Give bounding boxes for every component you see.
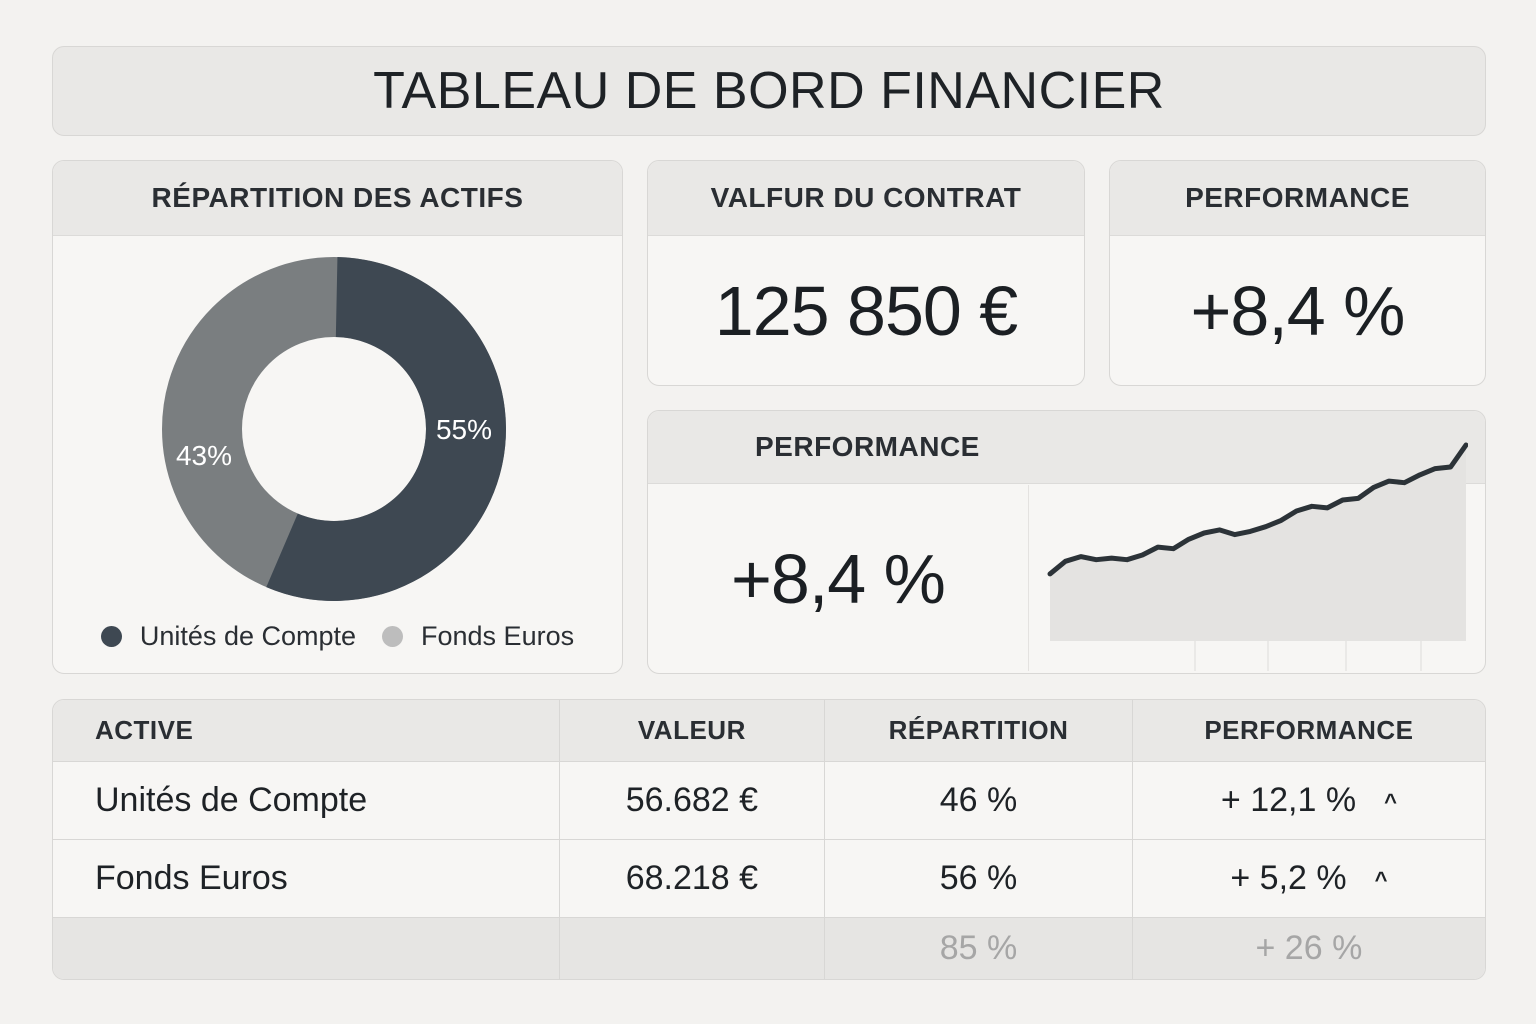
table-header-row: ACTIVE VALEUR RÉPARTITION PERFORMANCE bbox=[53, 700, 1485, 762]
performance-chart-card: PERFORMANCE +8,4 % bbox=[647, 410, 1486, 674]
col-header-performance[interactable]: PERFORMANCE bbox=[1131, 700, 1485, 762]
legend-label-fonds: Fonds Euros bbox=[421, 621, 575, 651]
legend-label-unites: Unités de Compte bbox=[139, 621, 357, 651]
title-bar: TABLEAU DE BORD FINANCIER bbox=[52, 46, 1486, 136]
total-name bbox=[53, 916, 560, 979]
cell-value: 68.218 € bbox=[558, 838, 825, 917]
cell-name: Unités de Compte bbox=[53, 760, 560, 839]
page-title: TABLEAU DE BORD FINANCIER bbox=[373, 62, 1165, 120]
table-total-row: 85 % + 26 % bbox=[53, 916, 1485, 979]
trend-up-icon: ^ bbox=[1374, 866, 1388, 892]
performance-card-value: +8,4 % bbox=[1190, 271, 1406, 350]
cell-performance-value: + 12,1 % bbox=[1220, 780, 1357, 819]
performance-chart-header: PERFORMANCE bbox=[648, 411, 1485, 484]
cell-performance-value: + 5,2 % bbox=[1230, 858, 1347, 897]
chart-line bbox=[1047, 442, 1468, 577]
legend-item-unites: Unités de Compte bbox=[100, 621, 357, 652]
performance-card: PERFORMANCE +8,4 % bbox=[1109, 160, 1486, 386]
performance-chart-value: +8,4 % bbox=[731, 539, 946, 618]
legend-dot-fonds bbox=[382, 626, 404, 647]
cell-share: 56 % bbox=[824, 838, 1133, 917]
trend-up-icon: ^ bbox=[1384, 788, 1397, 814]
donut-label-55: 55% bbox=[436, 414, 492, 445]
cell-name: Fonds Euros bbox=[53, 838, 560, 917]
chart-area bbox=[1050, 445, 1466, 641]
performance-card-header: PERFORMANCE bbox=[1110, 161, 1485, 236]
contract-value-header: VALFUR DU CONTRAT bbox=[648, 161, 1084, 236]
table-row[interactable]: Fonds Euros 68.218 € 56 % + 5,2 % ^ bbox=[53, 838, 1485, 917]
total-value bbox=[558, 916, 825, 979]
cell-share: 46 % bbox=[824, 760, 1133, 839]
cell-value: 56.682 € bbox=[558, 760, 825, 839]
col-header-active[interactable]: ACTIVE bbox=[53, 700, 560, 762]
total-performance: + 26 % bbox=[1131, 916, 1485, 979]
legend-dot-unites bbox=[100, 626, 122, 647]
cell-performance: + 12,1 % ^ bbox=[1131, 760, 1485, 839]
col-header-valeur[interactable]: VALEUR bbox=[558, 700, 825, 762]
col-header-repartition[interactable]: RÉPARTITION bbox=[824, 700, 1133, 762]
allocation-donut-chart: 55% 43% bbox=[162, 257, 507, 601]
legend-item-fonds: Fonds Euros bbox=[382, 621, 574, 652]
cell-performance: + 5,2 % ^ bbox=[1131, 838, 1485, 917]
allocation-header: RÉPARTITION DES ACTIFS bbox=[53, 161, 622, 236]
contract-value-card: VALFUR DU CONTRAT 125 850 € bbox=[647, 160, 1085, 386]
donut-label-43: 43% bbox=[176, 440, 232, 471]
allocation-legend: Unités de Compte Fonds Euros bbox=[53, 621, 622, 652]
assets-table: ACTIVE VALEUR RÉPARTITION PERFORMANCE Un… bbox=[52, 699, 1486, 980]
donut-slice-unites-de-compte bbox=[266, 257, 507, 601]
allocation-panel: RÉPARTITION DES ACTIFS 55% 43% Unités de… bbox=[52, 160, 623, 674]
total-share: 85 % bbox=[824, 916, 1133, 979]
performance-area-chart bbox=[1028, 442, 1468, 671]
contract-value-amount: 125 850 € bbox=[714, 271, 1018, 350]
table-row[interactable]: Unités de Compte 56.682 € 46 % + 12,1 % ^ bbox=[53, 760, 1485, 839]
